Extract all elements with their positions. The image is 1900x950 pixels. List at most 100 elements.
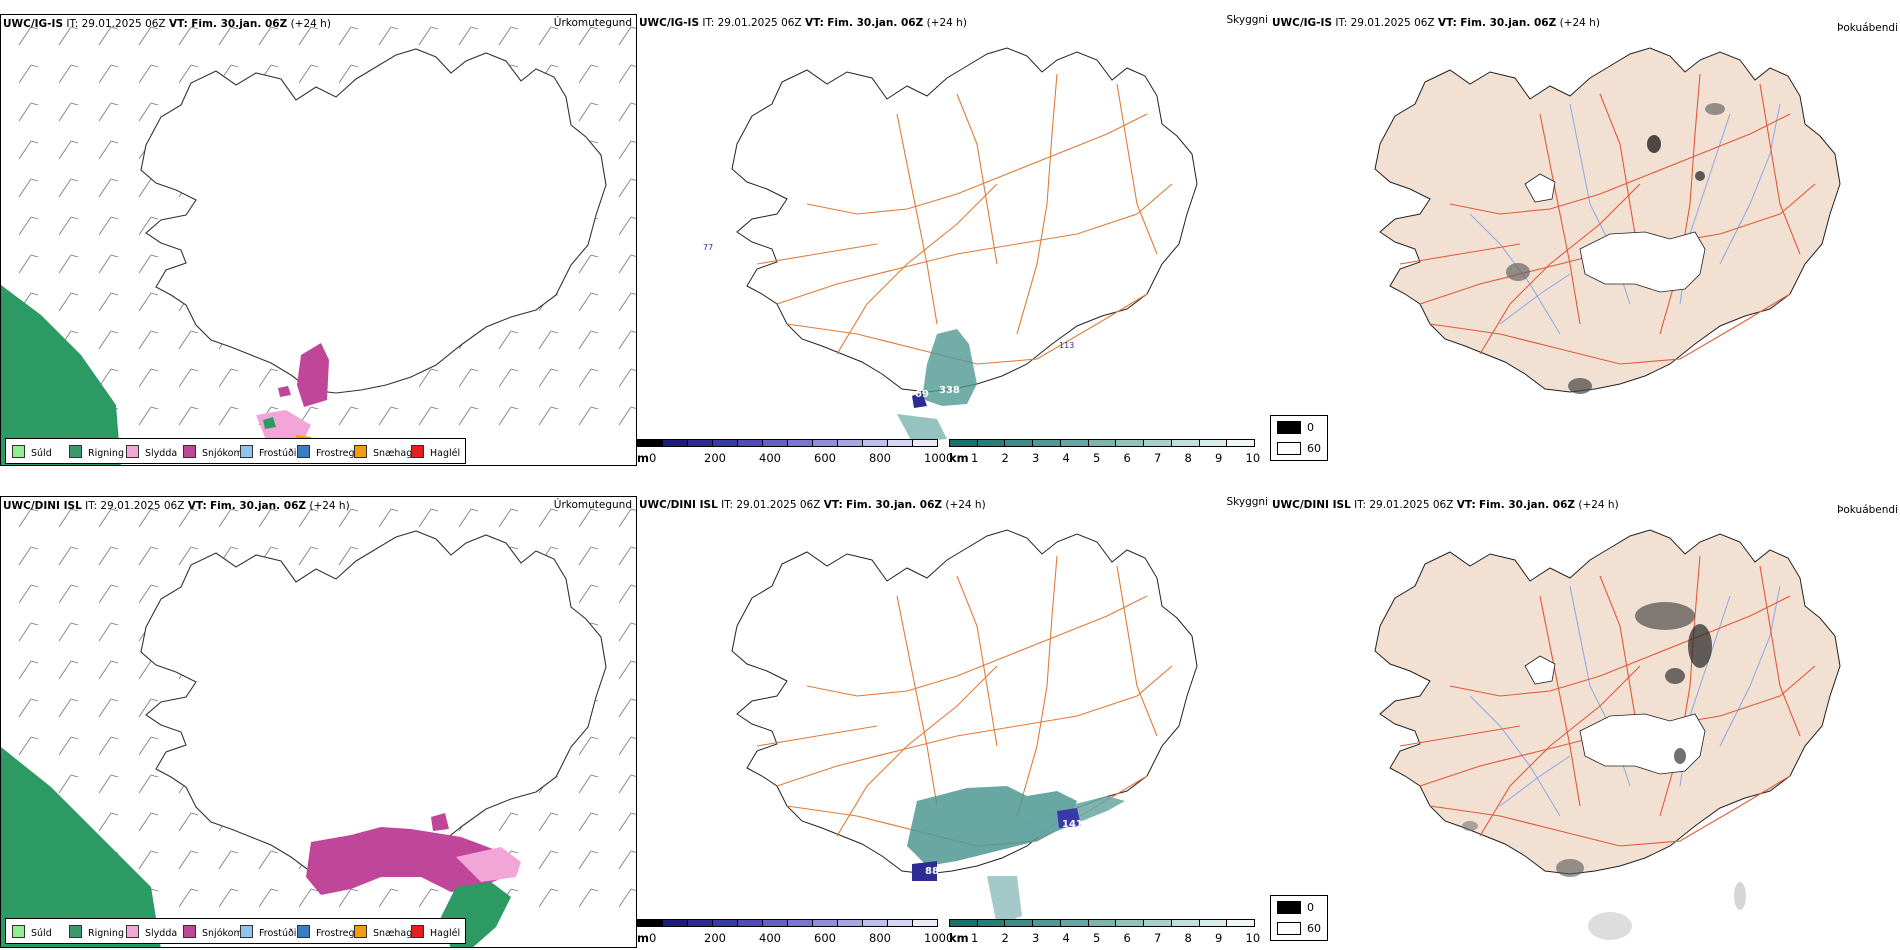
lead-time: (+24 h) bbox=[1578, 499, 1619, 511]
ceiling-colorbar: m 0 200 400 600 800 1000 bbox=[637, 439, 953, 466]
lead-time: (+24 h) bbox=[926, 17, 967, 29]
wind-barb bbox=[618, 102, 636, 122]
river-line bbox=[1469, 695, 1561, 817]
wind-barb bbox=[418, 406, 439, 426]
fog-legend-swatch bbox=[1277, 922, 1301, 935]
snow-area-small bbox=[431, 813, 449, 831]
sleet-area bbox=[456, 847, 521, 882]
panel-header: UWC/IG-IS IT: 29.01.2025 06Z VT: Fim. 30… bbox=[639, 17, 967, 29]
fog-legend-label: 0 bbox=[1307, 421, 1314, 434]
legend-label: Haglél bbox=[430, 928, 461, 939]
it-label: IT: bbox=[1354, 499, 1367, 511]
wind-barb bbox=[578, 812, 599, 832]
colorbar-swatch bbox=[912, 439, 938, 447]
wind-barb bbox=[578, 64, 599, 84]
vt-label: VT: bbox=[1456, 499, 1476, 511]
colorbar-swatch bbox=[812, 439, 838, 447]
colorbar-swatch bbox=[737, 919, 763, 927]
wind-barb bbox=[458, 508, 479, 528]
wind-barb bbox=[498, 812, 519, 832]
legend-swatch bbox=[240, 445, 253, 458]
legend-item: Slydda bbox=[126, 925, 177, 939]
colorbar-swatch bbox=[1226, 919, 1255, 927]
wind-barb bbox=[98, 64, 119, 84]
vt-label: VT: bbox=[187, 500, 207, 512]
wind-barb bbox=[378, 26, 399, 46]
wind-barb bbox=[138, 330, 159, 350]
wind-barb bbox=[538, 330, 559, 350]
fog-panel-row1: UWC/IG-IS IT: 29.01.2025 06Z VT: Fim. 30… bbox=[1270, 14, 1900, 466]
precip-type-panel-row1: UWC/IG-IS IT: 29.01.2025 06Z VT: Fim. 30… bbox=[0, 14, 637, 466]
wind-barb bbox=[578, 508, 599, 528]
fog-legend-swatch bbox=[1277, 442, 1301, 455]
wind-barb bbox=[98, 330, 119, 350]
wind-barb bbox=[178, 850, 199, 870]
colorbar-unit: km bbox=[949, 451, 969, 465]
legend-label: Frostúði bbox=[259, 448, 297, 459]
panel-header: UWC/DINI ISL IT: 29.01.2025 06Z VT: Fim.… bbox=[1272, 499, 1619, 511]
wind-barb bbox=[98, 546, 119, 566]
wind-barb bbox=[18, 546, 39, 566]
it-value: 29.01.2025 06Z bbox=[81, 18, 166, 30]
ceiling-label: 113 bbox=[1059, 341, 1074, 350]
colorbar-swatch bbox=[787, 919, 813, 927]
colorbar-swatch bbox=[1170, 919, 1200, 927]
wind-barb bbox=[418, 26, 439, 46]
colorbar-swatch bbox=[1059, 439, 1089, 447]
legend-item: Frostúði bbox=[240, 925, 296, 939]
product-title: Úrkomutegund bbox=[553, 499, 632, 511]
wind-barb bbox=[18, 216, 39, 236]
road-line bbox=[1016, 555, 1058, 817]
road-network bbox=[1399, 555, 1816, 847]
wind-barb bbox=[58, 64, 79, 84]
wind-barb bbox=[18, 64, 39, 84]
colorbar-tick: 1 bbox=[971, 451, 979, 465]
legend-label: Snæhagl bbox=[373, 448, 415, 459]
model-name: UWC/IG-IS bbox=[639, 17, 700, 29]
vt-value: Fim. 30.jan. 06Z bbox=[1460, 17, 1557, 29]
wind-barb bbox=[18, 584, 39, 604]
wind-barb bbox=[578, 368, 599, 388]
fog-map-row2 bbox=[1374, 529, 1841, 940]
colorbar-swatch bbox=[1087, 439, 1117, 447]
wind-barb bbox=[618, 660, 636, 680]
wind-barb bbox=[258, 888, 279, 908]
wind-barb bbox=[618, 330, 636, 350]
lead-time: (+24 h) bbox=[290, 18, 331, 30]
road-line bbox=[776, 183, 1173, 305]
wind-barb bbox=[18, 508, 39, 528]
colorbar-swatch bbox=[687, 919, 713, 927]
colorbar-tick: 800 bbox=[869, 451, 891, 465]
wind-barb bbox=[618, 64, 636, 84]
colorbar-tick: 6 bbox=[1123, 931, 1131, 945]
road-line bbox=[756, 725, 878, 747]
legend-swatch bbox=[69, 445, 82, 458]
road-line bbox=[1759, 83, 1801, 255]
fog-legend-label: 60 bbox=[1307, 922, 1321, 935]
panel-header: UWC/DINI ISL IT: 29.01.2025 06Z VT: Fim.… bbox=[639, 499, 986, 511]
colorbar-swatch bbox=[687, 439, 713, 447]
legend-label: Haglél bbox=[430, 448, 461, 459]
wind-barb bbox=[178, 812, 199, 832]
wind-barb bbox=[138, 406, 159, 426]
legend-item: Snjókoma bbox=[183, 925, 249, 939]
road-line bbox=[1449, 595, 1791, 697]
wind-barb bbox=[58, 216, 79, 236]
wind-barb bbox=[498, 508, 519, 528]
wind-barb bbox=[218, 888, 239, 908]
wind-barb bbox=[618, 850, 636, 870]
ceiling-label: 88 bbox=[925, 866, 939, 877]
wind-barb bbox=[98, 368, 119, 388]
colorbar-swatch bbox=[762, 439, 788, 447]
wind-barb bbox=[138, 254, 159, 274]
wind-barb bbox=[498, 368, 519, 388]
legend-item: Frostregn bbox=[297, 445, 361, 459]
colorbar-swatch bbox=[662, 919, 688, 927]
legend-item: Slydda bbox=[126, 445, 177, 459]
wind-barb bbox=[178, 330, 199, 350]
model-name: UWC/IG-IS bbox=[3, 18, 64, 30]
road-line bbox=[1399, 725, 1521, 747]
road-line bbox=[1116, 83, 1158, 255]
wind-barb bbox=[578, 26, 599, 46]
wind-barb bbox=[498, 406, 519, 426]
